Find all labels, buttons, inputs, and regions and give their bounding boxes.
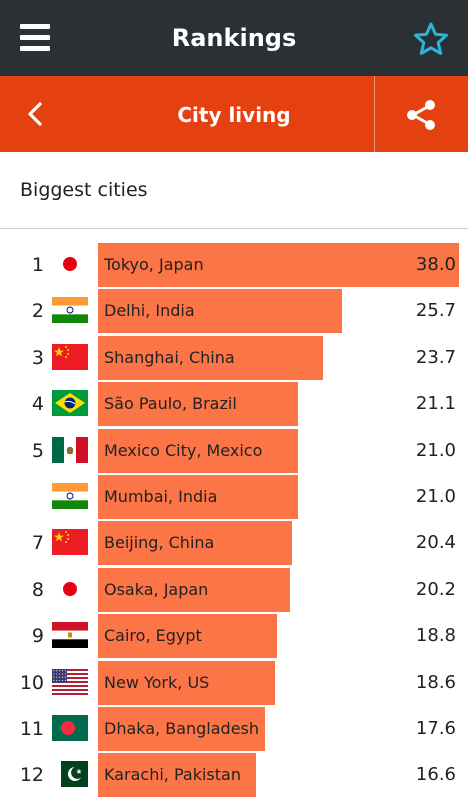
rank-number: 8	[31, 578, 44, 601]
population-value: 21.1	[415, 393, 456, 415]
rank-number: 9	[31, 625, 44, 648]
flag-india-icon	[52, 297, 88, 324]
category-bar: City living	[0, 76, 468, 152]
rank-number: 5	[31, 439, 44, 462]
city-name: Karachi, Pakistan	[104, 765, 241, 785]
chevron-left-icon[interactable]	[18, 96, 54, 132]
value-bar	[98, 382, 298, 427]
rank-number: 11	[19, 718, 44, 740]
rank-number: 4	[31, 393, 44, 416]
rank-number: 7	[31, 532, 44, 555]
ranking-row[interactable]: 4 São Paulo, Brazil 21.1	[0, 382, 468, 427]
value-bar	[98, 335, 323, 380]
ranking-row[interactable]: 11 Dhaka, Bangladesh 17.6	[0, 707, 468, 751]
value-bar	[98, 475, 298, 519]
page-title: Rankings	[171, 24, 297, 52]
ranking-row[interactable]: 2 Delhi, India 25.7	[0, 289, 468, 334]
value-bar	[98, 707, 265, 751]
city-name: Tokyo, Japan	[104, 255, 204, 274]
flag-china-icon	[52, 529, 88, 556]
value-bar	[98, 567, 290, 612]
flag-japan-icon	[52, 251, 88, 277]
population-value: 20.4	[415, 532, 456, 554]
flag-egypt-icon	[52, 622, 88, 649]
rank-number: 3	[31, 346, 44, 369]
ranking-row[interactable]: 1 Tokyo, Japan 38.0	[0, 243, 468, 287]
ranking-row[interactable]: 9 Cairo, Egypt 18.8	[0, 614, 468, 659]
flag-china-icon	[52, 343, 88, 370]
flag-pakistan-icon	[52, 761, 88, 788]
value-bar	[98, 614, 277, 659]
population-value: 20.2	[415, 578, 456, 600]
flag-japan-icon	[52, 575, 88, 602]
ranking-row[interactable]: 7 Beijing, China 20.4	[0, 521, 468, 566]
ranking-row[interactable]: 10 New York, US 18.6	[0, 660, 468, 705]
value-bar	[98, 753, 256, 798]
population-value: 17.6	[415, 718, 456, 739]
city-name: Mexico City, Mexico	[104, 440, 263, 460]
population-value: 21.0	[415, 439, 456, 461]
city-name: Beijing, China	[104, 533, 215, 553]
ranking-row[interactable]: Mumbai, India 21.0	[0, 475, 468, 519]
population-value: 23.7	[415, 346, 456, 368]
population-value: 21.0	[415, 486, 456, 507]
value-bar	[98, 428, 298, 473]
hamburger-menu-icon[interactable]	[20, 24, 50, 54]
flag-brazil-icon	[52, 390, 88, 417]
ranking-row[interactable]: 5 Mexico City, Mexico 21.0	[0, 428, 468, 473]
population-value: 38.0	[415, 254, 456, 275]
category-title: City living	[177, 103, 291, 127]
top-app-bar: Rankings	[0, 0, 468, 76]
ranking-row[interactable]: 8 Osaka, Japan 20.2	[0, 567, 468, 612]
flag-mexico-icon	[52, 436, 88, 463]
population-value: 16.6	[415, 764, 456, 786]
divider	[374, 76, 375, 152]
value-bar	[98, 243, 459, 287]
flag-usa-icon	[52, 668, 88, 695]
city-name: Shanghai, China	[104, 347, 235, 367]
city-name: Delhi, India	[104, 301, 195, 321]
ranking-row[interactable]: 3 Shanghai, China 23.7	[0, 335, 468, 380]
rank-number: 2	[31, 300, 44, 323]
divider	[0, 228, 468, 229]
city-name: Osaka, Japan	[104, 579, 209, 599]
value-bar	[98, 289, 342, 334]
city-name: São Paulo, Brazil	[104, 394, 237, 414]
population-value: 18.8	[415, 625, 456, 647]
population-value: 25.7	[415, 300, 456, 322]
flag-india-icon	[52, 483, 88, 509]
rank-number: 10	[19, 671, 44, 694]
section-title: Biggest cities	[20, 179, 148, 201]
share-icon[interactable]	[404, 98, 438, 132]
population-value: 18.6	[415, 671, 456, 693]
city-name: Mumbai, India	[104, 487, 218, 506]
city-name: Dhaka, Bangladesh	[104, 719, 260, 738]
city-name: Cairo, Egypt	[104, 626, 202, 646]
city-name: New York, US	[104, 672, 210, 692]
rank-number: 1	[31, 254, 44, 276]
value-bar	[98, 521, 292, 566]
ranking-row[interactable]: 12 Karachi, Pakistan 16.6	[0, 753, 468, 798]
star-icon[interactable]	[413, 22, 449, 56]
value-bar	[98, 660, 275, 705]
rank-number: 12	[19, 764, 44, 787]
flag-bangladesh-icon	[52, 715, 88, 741]
